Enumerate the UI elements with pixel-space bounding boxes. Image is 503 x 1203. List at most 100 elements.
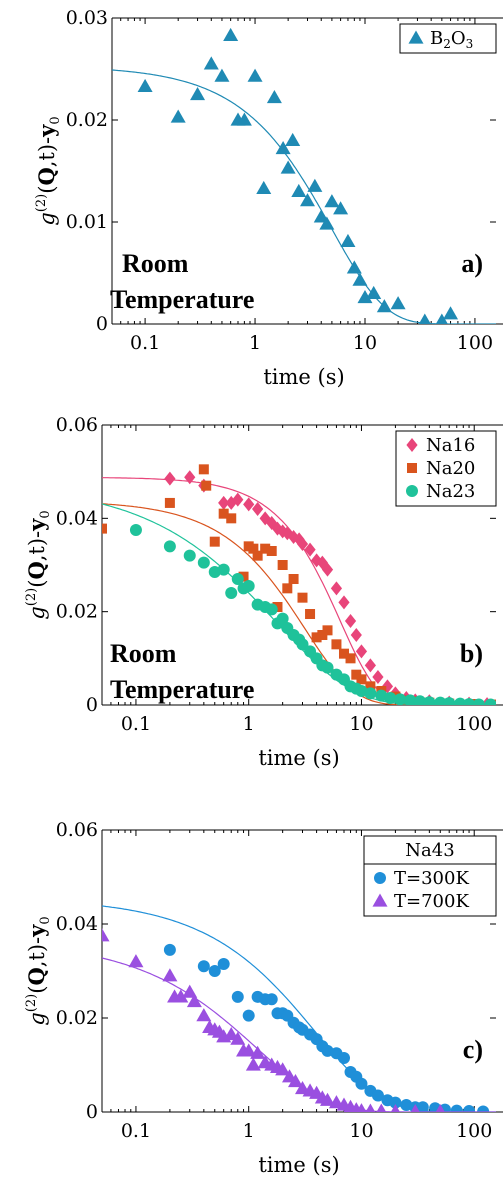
data-point	[281, 526, 293, 541]
chart-panel-a: 0.1 1 10 100 0 0.01 0.02 0.03 time (s) g(2)(Q,t)-…	[34, 7, 503, 389]
data-point	[282, 583, 293, 594]
data-point	[248, 543, 259, 554]
legend-label-part: B	[430, 28, 443, 49]
data-point	[324, 194, 340, 208]
data-point	[418, 313, 431, 324]
data-point	[226, 513, 237, 524]
data-point	[477, 1105, 490, 1112]
data-point	[364, 687, 377, 700]
data-point	[330, 581, 343, 596]
data-point	[102, 928, 110, 942]
legend-label-part: O	[451, 28, 466, 49]
data-point	[357, 289, 373, 304]
data-point	[338, 648, 349, 659]
legend-marker	[407, 463, 417, 473]
data-point	[197, 556, 210, 569]
data-point	[288, 574, 299, 584]
y-axis-label: g(2)(Q,t)-y0	[24, 916, 53, 1025]
data-point	[245, 1057, 261, 1071]
data-point	[322, 625, 333, 636]
data-point	[376, 299, 392, 313]
data-point	[463, 698, 476, 705]
y-tick-label: 0	[86, 694, 98, 716]
data-point	[277, 560, 288, 570]
data-point	[340, 233, 356, 248]
data-point	[307, 178, 323, 192]
data-point	[346, 260, 362, 274]
y-tick-label: 0.02	[66, 109, 108, 131]
plot-area	[102, 905, 496, 1112]
x-axis-label: time (s)	[258, 1153, 339, 1177]
x-tick-label: 1	[249, 332, 261, 354]
data-point	[416, 1101, 429, 1112]
data-point	[413, 695, 426, 705]
annotation-text: Room	[122, 249, 189, 278]
panel-label: c)	[463, 1035, 483, 1064]
data-point	[319, 216, 335, 230]
data-point	[404, 694, 417, 705]
data-point	[321, 562, 334, 577]
x-axis-label: time (s)	[263, 365, 344, 389]
legend-title: Na43	[405, 840, 454, 861]
panel-label: b)	[460, 639, 483, 668]
data-point	[365, 681, 376, 692]
data-point	[390, 296, 406, 310]
y-tick-label: 0	[86, 1101, 98, 1123]
data-point	[164, 497, 175, 508]
legend-label-sub: 3	[466, 37, 474, 51]
data-point	[230, 1031, 246, 1045]
legend: B2O3	[399, 23, 497, 54]
data-point	[296, 638, 309, 651]
data-point	[366, 285, 382, 300]
data-point	[197, 960, 210, 973]
y-label-y: y	[24, 518, 49, 532]
data-point	[162, 968, 178, 982]
x-tick-label: 1	[243, 713, 255, 735]
data-point	[225, 587, 238, 599]
data-point	[243, 497, 255, 512]
chart-panel-b: 0.1 1 10 100 0 0.02 0.04 0.06 time (s) g(2)(Q,t)-…	[24, 414, 503, 770]
data-point	[277, 524, 289, 539]
x-tick-label: 0.1	[121, 1120, 151, 1142]
data-point	[271, 521, 284, 536]
data-point	[443, 306, 459, 320]
legend-marker	[406, 485, 418, 497]
data-point	[203, 56, 219, 70]
data-point	[365, 1103, 376, 1112]
data-point	[320, 1092, 336, 1106]
data-point	[252, 550, 263, 561]
y-label-q: Q	[24, 967, 49, 985]
y-tick-label: 0.02	[56, 601, 98, 623]
data-point	[252, 502, 264, 516]
data-point	[231, 990, 244, 1003]
y-label-g: g	[25, 1012, 49, 1025]
data-point	[410, 1104, 420, 1112]
data-point	[184, 470, 196, 485]
data-point	[242, 580, 255, 592]
y-tick-label: 0	[96, 313, 108, 335]
data-point	[260, 543, 271, 554]
data-point	[311, 632, 322, 643]
data-point	[163, 540, 176, 553]
y-label-g: g	[35, 212, 59, 225]
data-point	[128, 954, 144, 968]
y-label-sup: (2)	[34, 194, 49, 212]
panel-label: a)	[461, 249, 483, 278]
data-point	[214, 68, 230, 82]
data-point	[250, 1045, 266, 1059]
data-point	[232, 492, 244, 507]
data-point	[394, 693, 407, 705]
data-point	[247, 68, 263, 82]
data-point	[317, 630, 328, 640]
legend-label-sub: 2	[443, 37, 451, 51]
data-point	[345, 653, 356, 664]
data-point	[350, 628, 362, 642]
x-tick-label: 10	[349, 1120, 373, 1142]
data-point	[238, 571, 249, 582]
data-point	[337, 1051, 350, 1064]
data-point	[275, 1062, 291, 1076]
data-point	[381, 679, 394, 694]
data-point	[355, 644, 368, 659]
y-tick-label: 0.06	[56, 414, 98, 436]
